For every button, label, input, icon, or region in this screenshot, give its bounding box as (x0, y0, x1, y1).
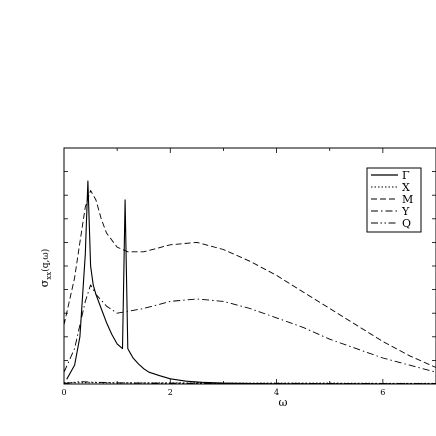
legend-box (366, 167, 422, 233)
series-line-Y (63, 284, 436, 373)
legend-label-X: X (402, 181, 410, 194)
legend-label-Q: Q (402, 217, 411, 230)
series-line-Q (63, 381, 436, 384)
series-line-M (63, 190, 436, 368)
x-tick-label-2: 4 (274, 388, 279, 397)
legend-label-Y: Y (401, 205, 410, 218)
x-tick-label-1: 2 (168, 388, 173, 397)
y-axis-label-base: σ (38, 279, 51, 287)
series-line-X (63, 382, 436, 384)
series-group (63, 180, 436, 385)
y-axis-label: σxx(q,ω) (38, 249, 53, 287)
x-axis-label: ω (279, 396, 288, 409)
legend-label-Γ: Γ (402, 169, 410, 182)
y-axis-label-subscript: xx (45, 272, 53, 280)
x-tick-label-3: 6 (380, 388, 385, 397)
y-axis-label-args: (q,ω) (40, 249, 51, 272)
x-tick-labels: 0 2 4 6 (61, 388, 385, 397)
legend-label-M: M (402, 193, 413, 206)
x-tick-label-0: 0 (61, 388, 66, 397)
